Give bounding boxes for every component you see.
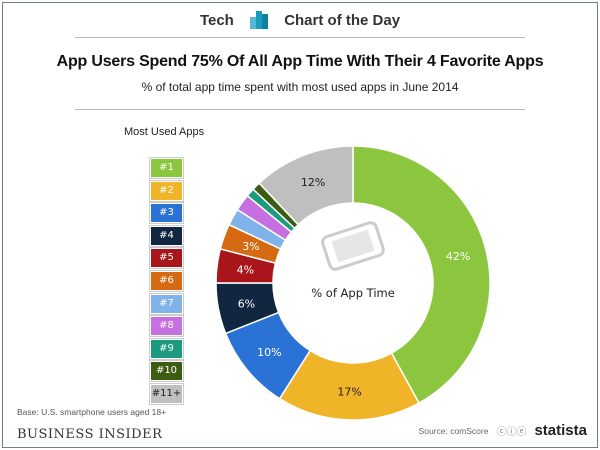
source-note: Source: comScore — [418, 425, 489, 436]
legend-title: Most Used Apps — [124, 126, 205, 138]
data-label: 17% — [337, 385, 361, 398]
header-tech: Tech — [199, 11, 234, 29]
chart-logo-icon — [250, 11, 269, 30]
header-chart-of-day: Chart of the Day — [284, 11, 401, 29]
legend-item: #5 — [150, 248, 183, 269]
slice-#1 — [352, 145, 491, 405]
chart-subtitle: % of total app time spent with most used… — [141, 80, 459, 94]
base-note: Base: U.S. smartphone users aged 18+ — [17, 407, 167, 417]
divider — [75, 109, 525, 110]
publisher-logo: BUSINESS INSIDER — [17, 427, 163, 442]
legend-item: #3 — [150, 203, 183, 224]
statista-logo: statista — [534, 422, 587, 439]
data-label: 6% — [238, 297, 255, 310]
chart-title: App Users Spend 75% Of All App Time With… — [56, 53, 544, 70]
legend-item: #7 — [150, 293, 183, 314]
data-label: 10% — [257, 346, 281, 359]
slice-#11+ — [258, 145, 354, 226]
legend-item: #4 — [150, 225, 183, 246]
data-label: 12% — [301, 176, 325, 189]
cc-license-icon: ⓒⓘⓔ — [496, 427, 527, 438]
data-label: 3% — [242, 240, 259, 253]
donut-chart: 42% 17% 10% 6% 4% 3% 12% % of App Time — [215, 145, 491, 421]
data-label: 4% — [237, 263, 254, 276]
data-label: 42% — [446, 250, 470, 263]
legend-item: #9 — [150, 338, 183, 359]
legend-item: #8 — [150, 316, 183, 337]
legend-item: #1 — [150, 158, 183, 178]
legend-item: #11+ — [150, 384, 183, 404]
header: Tech Chart of the Day — [3, 11, 597, 30]
center-label: % of App Time — [311, 286, 395, 300]
legend-item: #6 — [150, 271, 183, 291]
legend-item: #2 — [150, 180, 183, 201]
phone-icon — [321, 221, 385, 271]
divider — [75, 37, 525, 38]
footer-right: Source: comScore ⓒⓘⓔ statista — [419, 422, 587, 439]
legend-item: #10 — [150, 361, 183, 382]
